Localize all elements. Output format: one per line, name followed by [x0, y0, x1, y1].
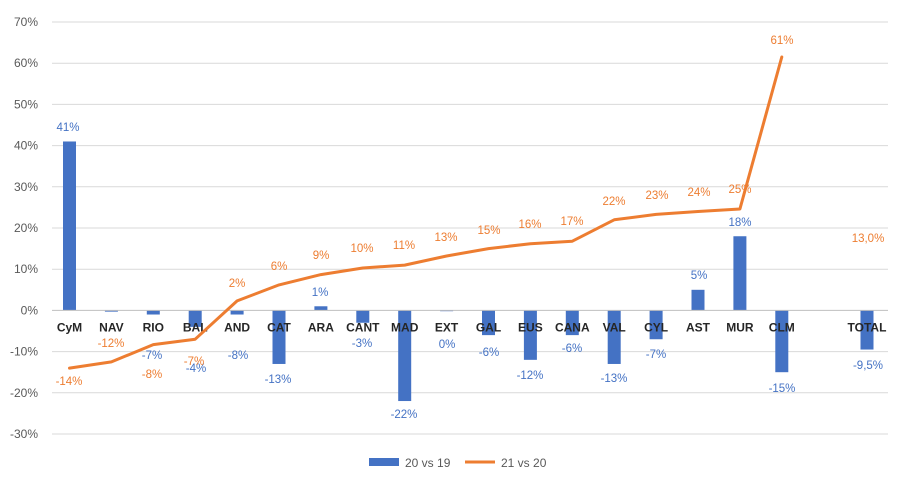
line-data-label: 13,0% [852, 233, 885, 245]
bar-data-label: 41% [56, 122, 79, 134]
bar-data-label: -8% [228, 350, 248, 362]
category-label: MUR [726, 320, 754, 334]
line-data-label: 15% [477, 225, 500, 237]
category-label: AST [686, 320, 711, 334]
line-data-label: 13% [434, 232, 457, 244]
gridlines [52, 21, 888, 435]
bar [230, 310, 244, 315]
category-label: EXT [435, 320, 459, 334]
category-label: AND [224, 320, 250, 334]
bar [63, 141, 76, 311]
category-label: TOTAL [848, 320, 887, 334]
bar [356, 310, 370, 323]
y-tick-label: -10% [10, 345, 38, 359]
y-tick-label: 40% [14, 139, 38, 153]
bar [733, 236, 747, 311]
bar [314, 306, 328, 311]
line-data-label: -7% [184, 356, 204, 368]
bar [398, 310, 412, 402]
category-label: CyM [57, 320, 82, 334]
line-data-label: 61% [770, 35, 793, 47]
category-label: NAV [99, 320, 123, 334]
bar-series [63, 141, 874, 402]
y-axis: -30% -20% -10% 0% 10% 20% 30% 40% 50% 60% 70% [10, 15, 38, 441]
line-data-label: 11% [393, 240, 415, 252]
category-label: CYL [644, 320, 668, 334]
category-label: CANA [555, 320, 590, 334]
category-label: MAD [391, 320, 419, 334]
line-data-label: 6% [271, 261, 288, 273]
bar-data-label: -7% [142, 350, 162, 362]
category-label: VAL [603, 320, 626, 334]
bar-data-label: -7% [646, 349, 666, 361]
bar-data-label: -6% [562, 343, 582, 355]
bar-data-label: -6% [479, 347, 499, 359]
bar [482, 310, 495, 336]
line-data-label: 2% [229, 278, 246, 290]
category-label: CANT [346, 320, 380, 334]
line-data-label: 25% [728, 184, 751, 196]
bar [104, 310, 118, 312]
y-tick-label: -30% [10, 427, 38, 441]
y-tick-label: 10% [14, 262, 38, 276]
y-tick-label: 60% [14, 56, 38, 70]
bar-data-label: -15% [769, 383, 796, 395]
bar-data-label: -9,5% [853, 360, 883, 372]
bar-data-label: 0% [439, 339, 456, 351]
legend-label-20-vs-19: 20 vs 19 [405, 456, 451, 470]
bar [691, 289, 705, 311]
bar [523, 310, 537, 360]
line-data-label: 23% [645, 190, 668, 202]
category-label: CLM [769, 320, 795, 334]
bar-data-label: 5% [691, 270, 708, 282]
line-data-label: 24% [687, 187, 710, 199]
y-tick-label: 70% [14, 15, 38, 29]
y-tick-label: 20% [14, 221, 38, 235]
y-tick-label: 0% [21, 303, 39, 317]
line-data-label: 17% [560, 216, 583, 228]
line-data-label: 9% [313, 250, 330, 262]
category-labels: CyM NAV RIO BAL AND CAT ARA CANT MAD EXT GAL EUS CAN… [57, 320, 887, 334]
legend: 20 vs 19 21 vs 20 [369, 456, 547, 470]
line-series-21-vs-20 [68, 55, 784, 370]
bar [565, 310, 579, 336]
line-data-label: -8% [142, 369, 162, 381]
bar-data-label: -13% [601, 373, 628, 385]
category-label: GAL [476, 320, 501, 334]
line-data-label: 16% [518, 219, 541, 231]
bar [775, 310, 789, 373]
bar [272, 310, 286, 364]
category-label: EUS [518, 320, 543, 334]
y-tick-label: 30% [14, 180, 38, 194]
bar-data-label: -4% [186, 363, 206, 375]
line-data-labels: -14% -12% -8% -7% 2% 6% 9% 10% 11% 13% 15% 16% 17% 22… [56, 35, 885, 388]
legend-label-21-vs-20: 21 vs 20 [501, 456, 547, 470]
category-label: RIO [143, 320, 164, 334]
line-data-label: -14% [56, 376, 83, 388]
bar [188, 310, 202, 327]
category-label: BAL [183, 320, 208, 334]
bar [649, 310, 663, 340]
bar-data-label: -3% [352, 338, 372, 350]
legend-swatch-20-vs-19 [369, 458, 399, 466]
category-label: ARA [308, 320, 334, 334]
bar [146, 310, 160, 315]
category-label: CAT [267, 320, 291, 334]
bar-data-label: -22% [391, 409, 418, 421]
bar-data-label: 1% [312, 287, 329, 299]
y-tick-label: 50% [14, 97, 38, 111]
y-tick-label: -20% [10, 386, 38, 400]
bar-data-labels: 41%-7%-4%-8%-13%1%-3%-22%0%-6%-12%-6%-13… [56, 122, 883, 421]
bar [860, 310, 874, 350]
bar-data-label: -12% [517, 370, 544, 382]
bar [607, 310, 621, 364]
line-data-label: -12% [98, 338, 125, 350]
line-data-label: 22% [602, 196, 625, 208]
bar-data-label: 18% [728, 217, 751, 229]
line-data-label: 10% [350, 243, 373, 255]
bar-data-label: -13% [265, 374, 292, 386]
